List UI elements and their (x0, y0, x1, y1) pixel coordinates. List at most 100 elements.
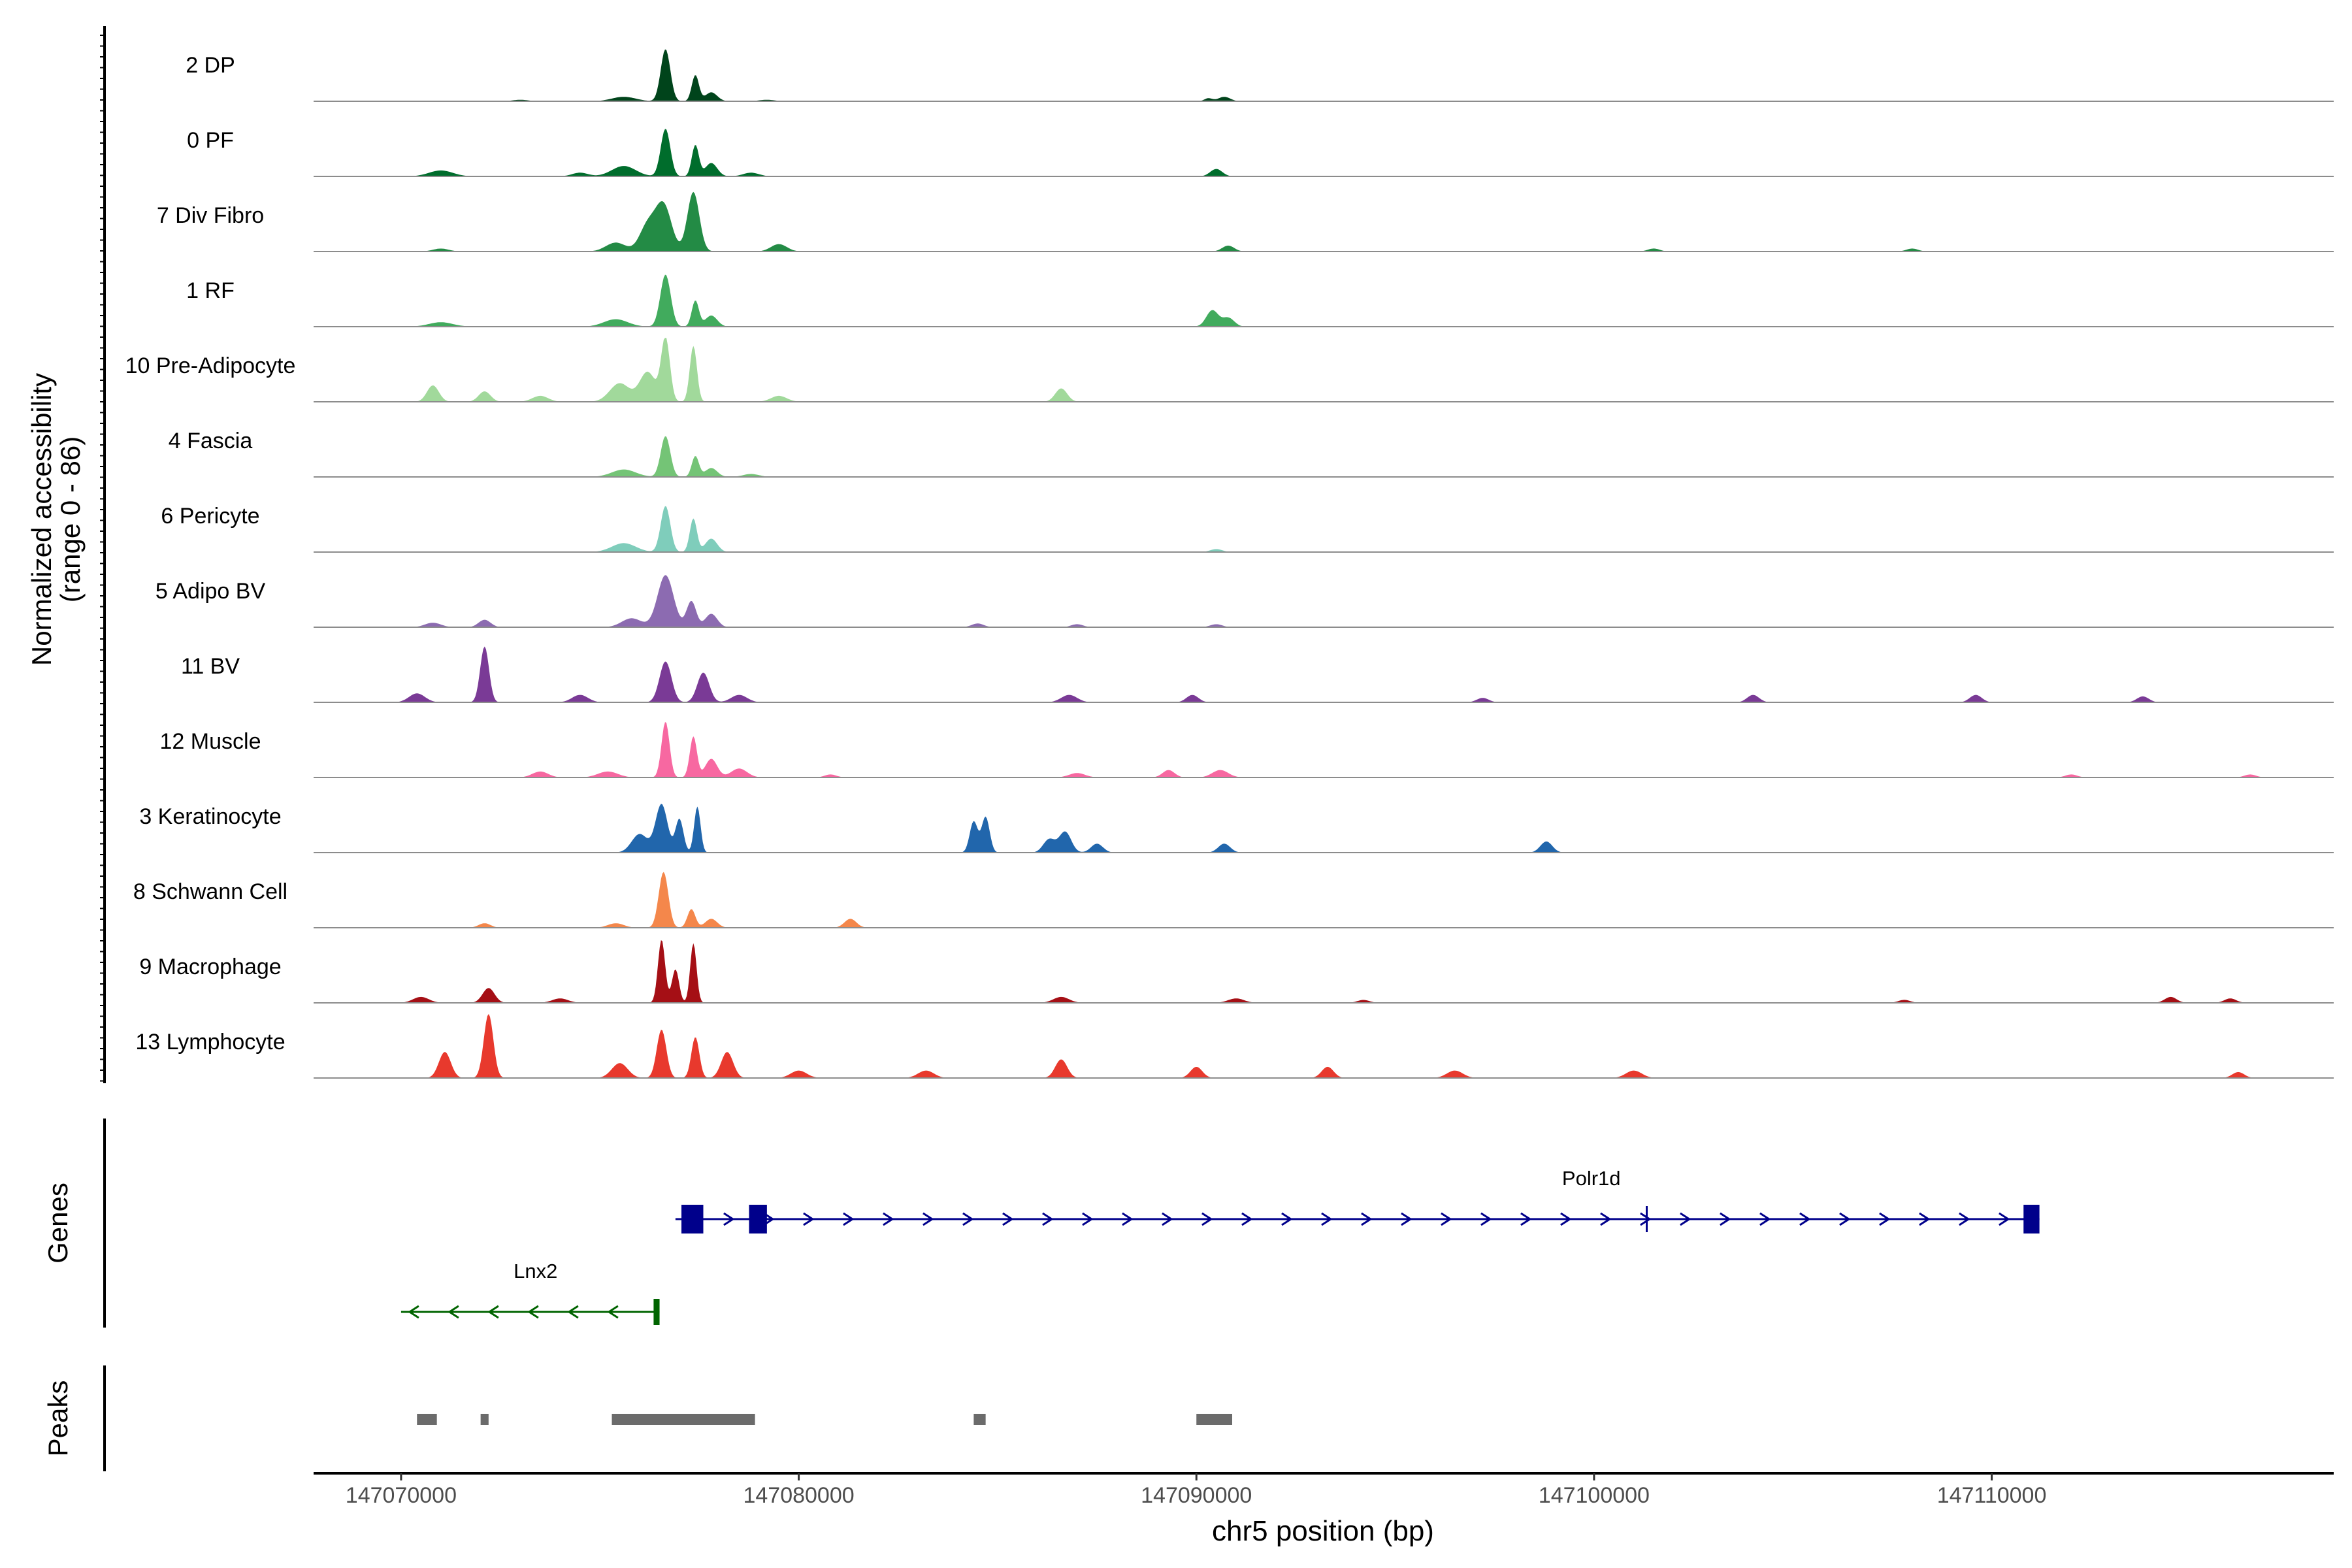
strand-arrow (1839, 1212, 1851, 1226)
coverage-area-0-pf (314, 129, 2334, 176)
x-axis: 147070000 147080000 147090000 147100000 1471… (314, 1472, 2334, 1508)
strand-arrow (567, 1305, 579, 1319)
coverage-tracks: 2 DP 0 PF 7 Div Fibro 1 RF 10 Pre-Adipocyte 4… (125, 49, 2334, 1079)
exon (2023, 1205, 2040, 1233)
track-13-lymphocyte: 13 Lymphocyte (135, 1014, 2334, 1079)
x-tick-label: 147110000 (1937, 1483, 2047, 1508)
strand-arrow (1162, 1212, 1173, 1226)
strand-arrow (1759, 1212, 1771, 1226)
track-11-bv: 11 BV (181, 646, 2334, 703)
strand-arrow (1122, 1212, 1134, 1226)
strand-arrow (527, 1305, 539, 1319)
exon (653, 1299, 660, 1325)
track-label: 11 BV (181, 654, 240, 679)
y-axis-label-line1: Normalized accessibility (26, 373, 57, 666)
coverage-area-6-pericyte (314, 506, 2334, 552)
peak-region (480, 1414, 489, 1425)
strand-arrow (1201, 1212, 1213, 1226)
strand-arrow (1042, 1212, 1054, 1226)
genes-panel-label: Genes (42, 1183, 73, 1264)
gene-polr1d: Polr1d (675, 1167, 2040, 1233)
strand-arrow (1321, 1212, 1333, 1226)
track-label: 0 PF (187, 128, 234, 153)
strand-arrow (1441, 1212, 1452, 1226)
peak-region (612, 1414, 755, 1425)
track-0-pf: 0 PF (187, 128, 2334, 177)
exon (1646, 1206, 1648, 1232)
track-2-dp: 2 DP (186, 49, 2334, 102)
coverage-area-4-fascia (314, 436, 2334, 477)
strand-arrow (1999, 1212, 2010, 1226)
track-9-macrophage: 9 Macrophage (139, 940, 2334, 1004)
gene-lnx2: Lnx2 (400, 1260, 660, 1325)
track-10-pre-adipocyte: 10 Pre-Adipocyte (125, 338, 2334, 402)
exon (749, 1205, 767, 1233)
track-8-schwann-cell: 8 Schwann Cell (133, 872, 2334, 928)
coverage-area-9-macrophage (314, 940, 2334, 1003)
y-axis-label-line2: (range 0 - 86) (55, 436, 86, 602)
x-axis-label: chr5 position (bp) (1212, 1515, 1434, 1547)
strand-arrow (723, 1212, 735, 1226)
track-6-pericyte: 6 Pericyte (161, 504, 2334, 553)
strand-arrow (803, 1212, 815, 1226)
gene-label: Polr1d (1562, 1167, 1621, 1190)
strand-arrow (1281, 1212, 1293, 1226)
x-tick-label: 147080000 (743, 1483, 854, 1508)
coverage-area-8-schwann-cell (314, 872, 2334, 928)
track-7-div-fibro: 7 Div Fibro (157, 191, 2334, 252)
coverage-y-axis (100, 26, 106, 1083)
track-3-keratinocyte: 3 Keratinocyte (139, 804, 2334, 853)
strand-arrow (1082, 1212, 1094, 1226)
track-label: 7 Div Fibro (157, 203, 264, 228)
track-label: 13 Lymphocyte (135, 1030, 285, 1054)
strand-arrow (1401, 1212, 1413, 1226)
track-label: 3 Keratinocyte (139, 804, 281, 829)
track-label: 1 RF (186, 278, 235, 303)
track-12-muscle: 12 Muscle (160, 722, 2334, 778)
peak-region (1196, 1414, 1233, 1425)
strand-arrow (487, 1305, 499, 1319)
x-tick-label: 147090000 (1141, 1483, 1252, 1508)
track-4-fascia: 4 Fascia (169, 429, 2334, 478)
exon (681, 1205, 704, 1233)
peak-region (417, 1414, 437, 1425)
strand-arrow (1241, 1212, 1253, 1226)
strand-arrow (1919, 1212, 1931, 1226)
coverage-area-11-bv (314, 646, 2334, 702)
peaks-panel (417, 1414, 1233, 1425)
strand-arrow (1959, 1212, 1970, 1226)
coverage-area-5-adipo-bv (314, 575, 2334, 627)
peak-region (973, 1414, 986, 1425)
track-label: 2 DP (186, 53, 235, 78)
strand-arrow (1879, 1212, 1891, 1226)
track-label: 8 Schwann Cell (133, 879, 287, 904)
coverage-area-10-pre-adipocyte (314, 338, 2334, 402)
strand-arrow (962, 1212, 974, 1226)
track-label: 12 Muscle (160, 729, 261, 754)
strand-arrow (1680, 1212, 1691, 1226)
peaks-panel-label: Peaks (42, 1380, 73, 1457)
strand-arrow (1560, 1212, 1572, 1226)
strand-arrow (1520, 1212, 1532, 1226)
track-label: 4 Fascia (169, 429, 253, 453)
track-label: 9 Macrophage (139, 955, 281, 979)
track-label: 10 Pre-Adipocyte (125, 353, 296, 378)
strand-arrow (607, 1305, 619, 1319)
track-1-rf: 1 RF (186, 274, 2334, 327)
coverage-area-3-keratinocyte (314, 804, 2334, 853)
strand-arrow (1600, 1212, 1612, 1226)
coverage-area-7-div-fibro (314, 191, 2334, 252)
track-label: 5 Adipo BV (155, 579, 266, 604)
strand-arrow (883, 1212, 894, 1226)
strand-arrow (1640, 1212, 1652, 1226)
x-tick-label: 147070000 (346, 1483, 457, 1508)
track-label: 6 Pericyte (161, 504, 259, 529)
strand-arrow (448, 1305, 459, 1319)
strand-arrow (843, 1212, 855, 1226)
strand-arrow (923, 1212, 934, 1226)
track-5-adipo-bv: 5 Adipo BV (155, 575, 2334, 628)
strand-arrow (1720, 1212, 1731, 1226)
strand-arrow (1799, 1212, 1811, 1226)
strand-arrow (1002, 1212, 1014, 1226)
